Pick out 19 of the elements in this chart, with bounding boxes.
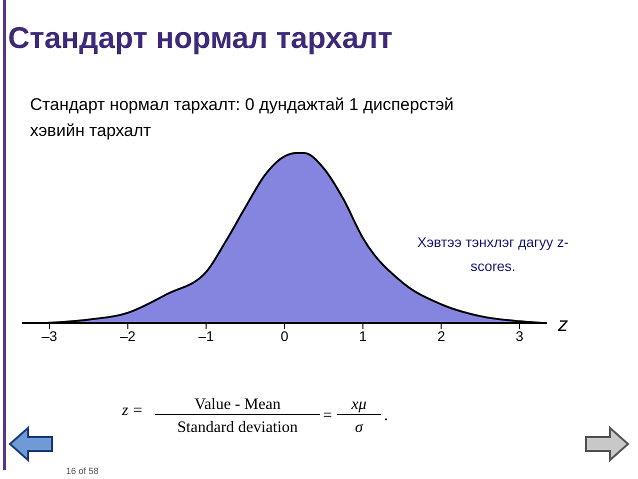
chart-title: Стандарт нормал тархалт: [8, 22, 393, 56]
x-tick-label: 3: [516, 328, 524, 344]
text: σ: [354, 419, 364, 437]
x-tick-label: 1: [358, 328, 367, 344]
text: Standard deviation: [176, 419, 299, 437]
x-tick-label: 0: [280, 328, 289, 344]
x-tick-label: –1: [198, 328, 214, 344]
text: =: [323, 407, 332, 425]
x-tick-label: –3: [42, 328, 58, 344]
text: 16 of 58: [66, 466, 99, 476]
x-axis-title: z: [558, 314, 568, 337]
x-tick-label: –2: [120, 328, 136, 344]
annotation: Хэвтээ тэнхлэг дагуу z-scores.: [416, 233, 570, 276]
text: z =: [122, 402, 144, 420]
text: Value - Mean: [155, 396, 320, 415]
text: xμ: [337, 396, 381, 415]
chart-subtitle: Стандарт нормал тархалт: 0 дундажтай 1 дисперстэй хэвийн тархалт: [30, 94, 455, 142]
x-tick-label: 2: [437, 328, 446, 344]
text: .: [384, 407, 388, 425]
